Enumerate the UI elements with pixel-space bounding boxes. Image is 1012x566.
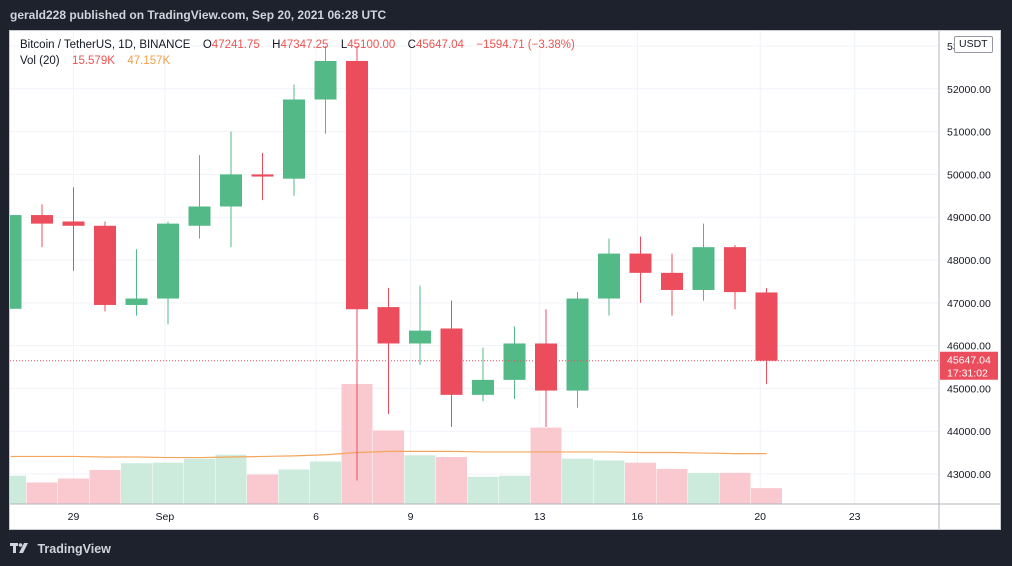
high-value: 47347.25 (280, 39, 329, 51)
countdown-label: 17:31:02 (947, 368, 988, 380)
current-price-tag (940, 351, 998, 380)
volume-bar (26, 482, 58, 504)
open-value: 47241.75 (211, 39, 260, 51)
volume-ma-line (10, 450, 767, 459)
candle-body[interactable] (31, 215, 53, 224)
candle-body[interactable] (755, 292, 778, 361)
time-axis-tick-label: Sep (156, 511, 175, 523)
candle-body[interactable] (220, 174, 242, 207)
time-axis-tick-label: 9 (408, 511, 414, 523)
symbol-name[interactable]: Bitcoin / TetherUS, 1D, BINANCE (20, 39, 191, 51)
candle-body[interactable] (283, 99, 305, 179)
open-label: O (202, 39, 212, 51)
volume-ma-value: 47.157K (127, 55, 171, 67)
time-axis-tick-label: 29 (68, 511, 80, 523)
candle-body[interactable] (598, 253, 620, 299)
candle-body[interactable] (692, 247, 715, 290)
candle-body[interactable] (62, 221, 85, 226)
price-axis-tick-label: 43000.00 (947, 469, 991, 481)
plot-area[interactable] (10, 31, 939, 504)
tradingview-logo-icon (10, 541, 30, 559)
candle-body[interactable] (251, 174, 274, 177)
volume-bar (593, 460, 625, 504)
low-value: 45100.00 (347, 39, 396, 51)
volume-bar (656, 468, 688, 504)
volume-bar (278, 469, 310, 504)
time-axis-tick-label: 20 (754, 511, 766, 523)
price-axis-tick-label: 44000.00 (947, 426, 991, 438)
symbol-legend-row: Bitcoin / TetherUS, 1D, BINANCE O47241.7… (20, 37, 575, 53)
volume-bar (247, 474, 278, 504)
low-label: L (340, 39, 348, 51)
time-axis-tick-label: 16 (632, 511, 644, 523)
candle-body[interactable] (724, 247, 746, 293)
candle-body[interactable] (629, 253, 652, 273)
time-axis-tick-label: 13 (534, 511, 546, 523)
price-axis-tick-label: 47000.00 (947, 298, 991, 310)
publisher-header: gerald228 published on TradingView.com, … (0, 0, 1012, 30)
currency-button[interactable]: USDT (954, 36, 993, 53)
time-axis-tick-label: 23 (849, 511, 861, 523)
volume-bar (89, 470, 121, 504)
volume-bar (688, 472, 719, 504)
candle-body[interactable] (125, 298, 148, 305)
price-axis-tick-label: 51000.00 (947, 127, 991, 139)
publisher-text: gerald228 published on TradingView.com, … (10, 8, 387, 22)
volume-value: 15.579K (72, 55, 115, 67)
candle-body[interactable] (314, 60, 337, 100)
volume-label[interactable]: Vol (20) (20, 55, 60, 67)
price-axis-tick-label: 45000.00 (947, 383, 991, 395)
candle-body[interactable] (472, 379, 494, 395)
price-axis-tick-label: 50000.00 (947, 169, 991, 181)
price-chart[interactable]: 43000.00 44000.00 45000.00 46000.00 47000.00… (10, 31, 1000, 529)
volume-bar (562, 458, 593, 504)
volume-bar (436, 457, 467, 504)
current-price-label: 45647.04 (947, 355, 991, 367)
price-axis-tick-label: 49000.00 (947, 212, 991, 224)
volume-bar (215, 454, 247, 504)
volume-bar (184, 458, 215, 504)
volume-bar (121, 463, 152, 504)
footer-brand-text: TradingView (37, 542, 111, 556)
candle-body[interactable] (346, 60, 368, 310)
candle-body[interactable] (10, 215, 22, 309)
price-axis-tick-label: 52000.00 (947, 84, 991, 96)
close-value: 45647.04 (415, 39, 464, 51)
chart-panel[interactable]: 43000.00 44000.00 45000.00 46000.00 47000.00… (9, 30, 1001, 530)
candle-body[interactable] (94, 225, 116, 305)
candle-body[interactable] (661, 272, 683, 290)
volume-bar (310, 461, 341, 504)
high-label: H (272, 39, 281, 51)
volume-bar (499, 475, 530, 504)
candle-body[interactable] (409, 330, 431, 344)
candle-body[interactable] (188, 206, 211, 226)
change-value: −1594.71 (−3.38%) (476, 39, 575, 51)
volume-bar (10, 475, 26, 504)
chart-legend: Bitcoin / TetherUS, 1D, BINANCE O47241.7… (20, 37, 575, 69)
volume-bar (404, 455, 436, 504)
volume-bar (58, 478, 89, 504)
footer-brand[interactable]: TradingView (10, 540, 111, 558)
volume-bar (152, 462, 184, 504)
candle-body[interactable] (157, 223, 179, 299)
volume-bar (530, 427, 562, 504)
close-label: C (407, 39, 416, 51)
price-axis-tick-label: 46000.00 (947, 341, 991, 353)
candle-body[interactable] (377, 307, 400, 344)
price-axis-tick-label: 48000.00 (947, 255, 991, 267)
volume-bar (467, 476, 499, 504)
candle-body[interactable] (535, 343, 557, 391)
volume-bar (625, 462, 656, 504)
volume-bar (751, 488, 782, 504)
candle-body[interactable] (566, 298, 589, 391)
volume-bar (719, 472, 751, 504)
volume-bar (373, 430, 404, 504)
candle-body[interactable] (440, 328, 463, 395)
volume-legend-row: Vol (20) 15.579K 47.157K (20, 53, 575, 69)
candle-body[interactable] (503, 343, 526, 380)
time-axis-tick-label: 6 (313, 511, 319, 523)
